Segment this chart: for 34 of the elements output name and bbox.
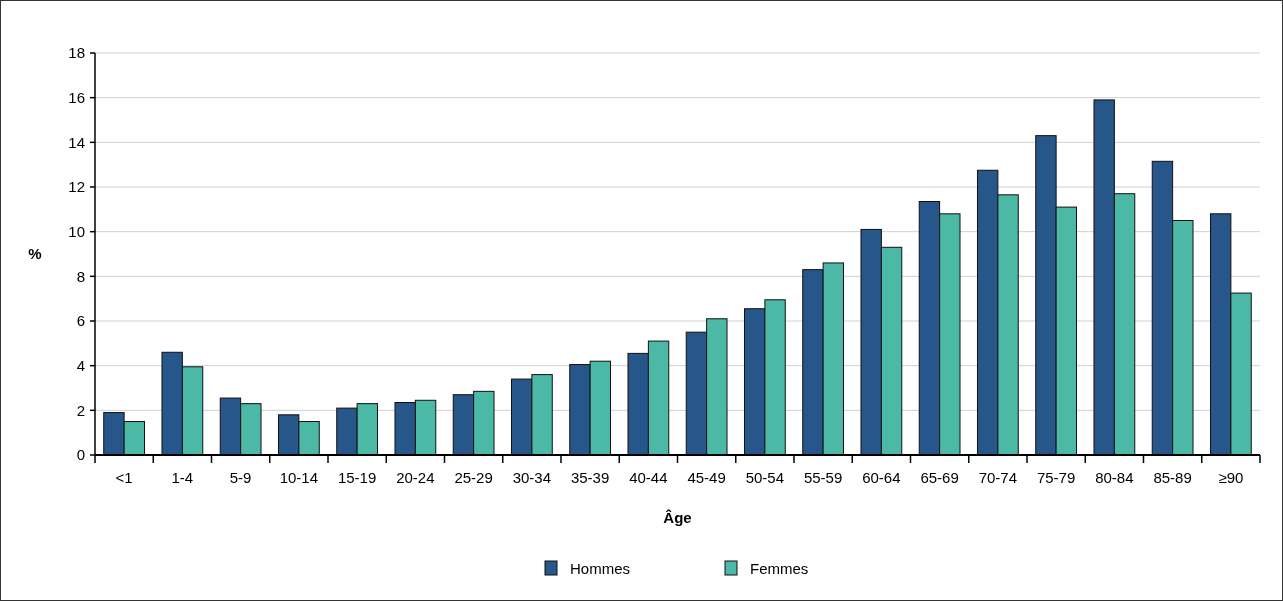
x-tick-label: <1 (115, 469, 133, 486)
y-tick-label: 8 (76, 267, 85, 285)
x-tick-label: 30-34 (512, 469, 552, 486)
y-tick-label: 10 (68, 222, 85, 240)
x-tick-label: 85-89 (1153, 469, 1192, 486)
x-tick-label: 55-59 (803, 469, 843, 486)
y-tick-label: 6 (76, 312, 85, 330)
x-tick-label: 40-44 (629, 469, 668, 486)
legend-label: Femmes (750, 560, 809, 578)
x-tick-label: 60-64 (862, 469, 901, 486)
y-tick-label: 18 (68, 44, 85, 62)
y-tick-label: 4 (76, 356, 85, 374)
x-tick-label: 45-49 (687, 469, 726, 486)
legend-label: Hommes (570, 560, 631, 578)
y-tick-label: 16 (68, 88, 85, 106)
y-tick-label: 12 (68, 178, 85, 196)
x-tick-label: 50-54 (745, 469, 785, 486)
y-tick-label: 14 (68, 133, 85, 151)
x-tick-label: 10-14 (279, 469, 319, 486)
x-tick-label: 20-24 (396, 469, 435, 486)
x-tick-label: 15-19 (337, 469, 377, 486)
y-tick-label: 0 (76, 446, 85, 464)
x-tick-label: 70-74 (978, 469, 1018, 486)
x-tick-label: 80-84 (1095, 469, 1134, 486)
x-tick-label: 65-69 (920, 469, 959, 486)
x-tick-label: 75-79 (1036, 469, 1076, 486)
x-tick-label: ≥90 (1218, 469, 1244, 486)
x-tick-label: 5-9 (229, 469, 252, 486)
x-axis-title: Âge (663, 509, 692, 526)
y-axis-title: % (28, 245, 42, 263)
x-tick-label: 35-39 (570, 469, 610, 486)
y-tick-label: 2 (76, 401, 85, 419)
x-tick-label: 1-4 (171, 469, 194, 486)
x-tick-label: 25-29 (454, 469, 493, 486)
